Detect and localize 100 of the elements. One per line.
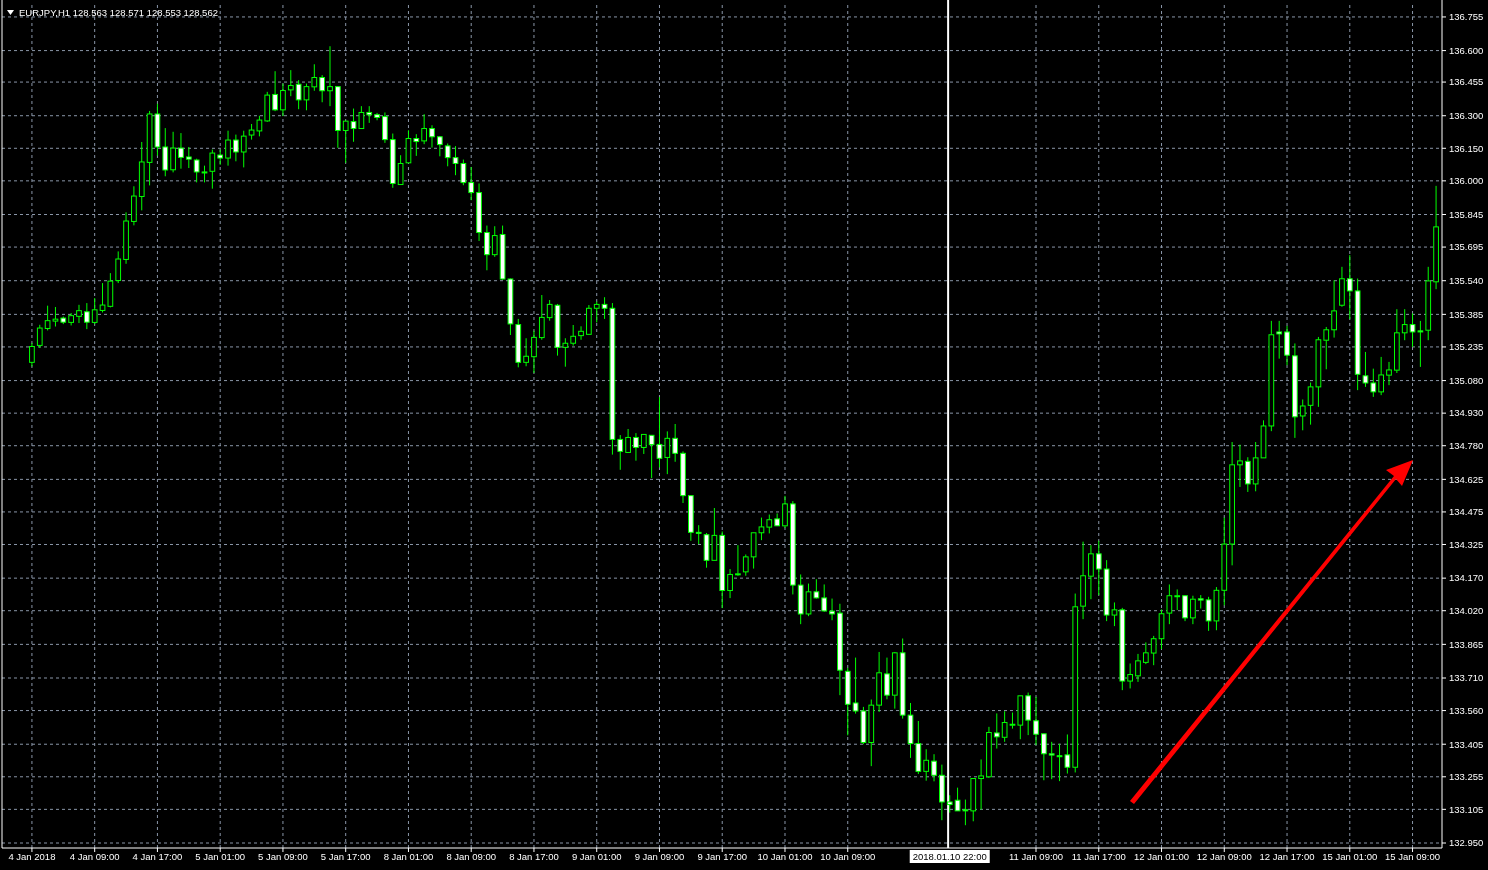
- candlestick: [1244, 456, 1251, 493]
- x-tick-label: 4 Jan 17:00: [132, 851, 183, 862]
- candlestick: [1095, 540, 1102, 596]
- x-tick-label: 15 Jan 09:00: [1385, 851, 1441, 862]
- candlestick: [538, 294, 545, 341]
- candlestick: [1142, 641, 1149, 665]
- candlestick: [287, 69, 294, 97]
- candlestick: [421, 113, 427, 145]
- x-tick-label: 12 Jan 01:00: [1134, 851, 1189, 862]
- candlestick: [829, 598, 835, 621]
- y-tick-label: 136.455: [1449, 76, 1484, 88]
- y-tick-label: 135.695: [1449, 241, 1484, 253]
- y-tick-label: 133.865: [1449, 638, 1484, 650]
- y-tick-label: 136.755: [1449, 11, 1484, 23]
- candlestick: [29, 342, 35, 367]
- candlestick: [1127, 662, 1133, 689]
- candlestick: [1150, 635, 1157, 666]
- candlestick: [993, 712, 1000, 750]
- candlestick: [491, 225, 498, 258]
- candlestick: [570, 324, 577, 347]
- candlestick: [931, 753, 937, 782]
- candlestick: [327, 45, 333, 107]
- chart-title: EURJPY,H1 128.563 128.571 128.553 128.562: [19, 7, 218, 18]
- y-tick-label: 133.255: [1449, 771, 1484, 783]
- candlestick: [782, 495, 788, 529]
- candlestick: [523, 337, 529, 367]
- y-tick-label: 134.170: [1449, 572, 1484, 584]
- candlestick: [162, 127, 169, 177]
- candlestick: [115, 250, 122, 284]
- candlestick: [1346, 254, 1353, 320]
- candlestick: [178, 132, 184, 170]
- candlestick: [695, 524, 702, 545]
- candlestick: [413, 133, 420, 157]
- candlestick: [83, 302, 90, 330]
- candlestick: [240, 130, 247, 168]
- candlestick: [978, 758, 984, 811]
- candlestick: [382, 111, 388, 144]
- x-tick-label: 15 Jan 01:00: [1322, 851, 1378, 862]
- candlestick: [578, 325, 584, 341]
- candlestick: [444, 143, 451, 167]
- candlestick: [1299, 398, 1306, 431]
- y-tick-label: 133.710: [1449, 672, 1484, 684]
- candlestick: [233, 134, 239, 162]
- y-tick-label: 134.930: [1449, 407, 1484, 419]
- x-tick-label: 4 Jan 2018: [8, 851, 56, 862]
- candlestick: [593, 301, 600, 323]
- y-tick-label: 135.540: [1449, 275, 1484, 287]
- candlestick: [225, 130, 231, 167]
- candlestick: [468, 166, 475, 201]
- candlestick: [1362, 351, 1369, 388]
- candlestick: [727, 568, 733, 599]
- candlestick: [1378, 356, 1385, 396]
- candlestick: [311, 63, 318, 92]
- x-tick-label: 12 Jan 09:00: [1196, 851, 1252, 862]
- y-tick-label: 134.475: [1449, 506, 1484, 518]
- candlestick: [1135, 653, 1141, 683]
- candlestick: [742, 553, 749, 577]
- y-tick-label: 135.845: [1449, 208, 1484, 220]
- candlestick: [884, 657, 890, 700]
- candlestick: [170, 131, 176, 173]
- x-tick-label: 11 Jan 09:00: [1008, 851, 1064, 862]
- x-tick-label: 8 Jan 01:00: [383, 851, 434, 862]
- y-tick-label: 135.235: [1449, 341, 1484, 353]
- candlestick: [280, 83, 286, 117]
- x-tick-label: 5 Jan 09:00: [258, 851, 308, 862]
- candlestick: [923, 748, 930, 782]
- x-tick-label: 9 Jan 09:00: [634, 851, 685, 862]
- y-tick-label: 132.950: [1449, 837, 1484, 849]
- candlestick: [1088, 544, 1094, 600]
- y-tick-label: 136.600: [1449, 44, 1484, 56]
- candlestick: [1190, 595, 1196, 625]
- candlestick: [531, 330, 537, 374]
- candlestick: [1370, 368, 1377, 398]
- y-tick-label: 134.020: [1449, 605, 1484, 617]
- x-tick-label: 2018.01.10 22:00: [912, 851, 987, 862]
- candlestick: [436, 135, 443, 157]
- x-tick-label: 10 Jan 01:00: [757, 851, 813, 862]
- candlestick: [633, 432, 639, 462]
- x-tick-label: 9 Jan 01:00: [571, 851, 622, 862]
- y-tick-label: 134.780: [1449, 440, 1484, 452]
- x-tick-label: 8 Jan 09:00: [446, 851, 497, 862]
- y-tick-label: 134.325: [1449, 538, 1484, 550]
- x-tick-label: 4 Jan 09:00: [69, 851, 120, 862]
- y-tick-label: 133.105: [1449, 803, 1484, 815]
- candlestick: [1237, 444, 1243, 488]
- x-tick-label: 11 Jan 17:00: [1071, 851, 1126, 862]
- candlestick: [1323, 326, 1330, 370]
- x-tick-label: 9 Jan 17:00: [697, 851, 748, 862]
- candlestick: [1276, 320, 1283, 360]
- y-tick-label: 135.385: [1449, 308, 1484, 320]
- y-tick-label: 133.405: [1449, 738, 1484, 750]
- candlestick: [319, 74, 326, 103]
- candlestick: [272, 70, 278, 112]
- candlestick: [1182, 595, 1188, 622]
- candlestick: [91, 297, 98, 325]
- candlestick: [1401, 308, 1408, 341]
- candlestick: [617, 434, 624, 471]
- candlestick: [1386, 361, 1392, 386]
- candlestick: [735, 544, 741, 577]
- candlestick: [766, 514, 773, 534]
